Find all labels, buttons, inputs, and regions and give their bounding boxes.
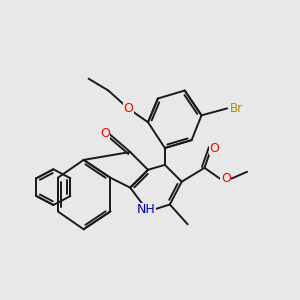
Text: O: O — [100, 127, 110, 140]
Text: O: O — [221, 172, 231, 185]
Text: O: O — [123, 102, 133, 115]
Text: Br: Br — [230, 102, 243, 115]
Text: NH: NH — [136, 203, 155, 216]
Text: O: O — [209, 142, 219, 154]
